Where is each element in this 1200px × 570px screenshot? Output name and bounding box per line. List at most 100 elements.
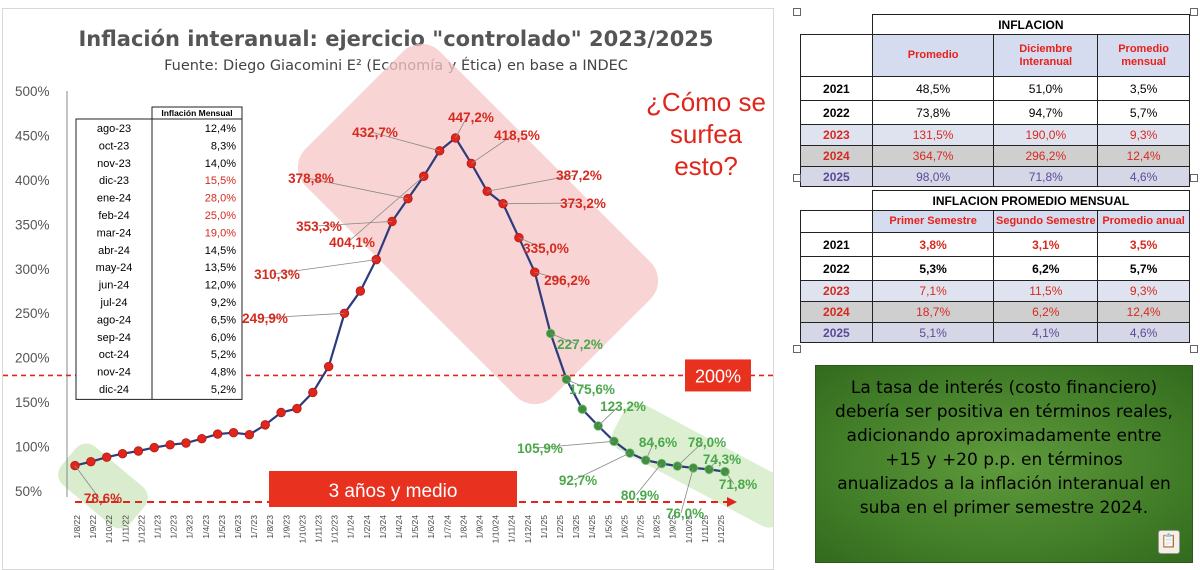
data-point [149,442,159,453]
x-tick-label: 1/6/25 [619,515,629,539]
x-tick-label: 1/3/24 [378,515,388,539]
data-point [276,407,286,418]
leader-line [680,467,694,514]
inset-value: 6,0% [211,332,236,344]
leader-line [550,333,577,345]
table-row: 2021 48,5% 51,0% 3,5% [800,76,1190,101]
leader-line [518,237,543,249]
resize-handle[interactable] [1190,8,1198,16]
question-annotation: esto? [674,151,738,181]
inset-value: 12,0% [205,280,236,292]
inset-month: oct-24 [99,349,130,361]
data-label: 447,2% [448,110,494,125]
peak-highlight [297,43,659,405]
y-tick-label: 200% [15,351,50,366]
data-label: 432,7% [352,125,398,140]
inset-month: sep-24 [97,332,131,344]
leader-line [724,471,735,485]
inset-month: nov-23 [97,158,131,170]
table-row: 2021 3,8% 3,1% 3,5% [800,232,1190,257]
x-tick-label: 1/5/25 [603,515,613,539]
leader-line [597,405,620,427]
data-point [292,403,302,414]
table-row: 2023 7,1% 11,5% 9,3% [800,280,1190,302]
inset-month: feb-24 [98,210,129,222]
interest-rate-note: La tasa de interés (costo financiero) de… [815,365,1193,563]
x-tick-label: 1/11/23 [314,515,324,543]
data-point [228,427,239,438]
inset-value: 8,3% [211,140,236,152]
inset-month: jul-24 [100,297,128,309]
leader-line [566,378,589,390]
leader-line [573,452,631,481]
x-tick-label: 1/9/23 [281,515,291,539]
col-header-diciembre: Diciembre Interanual [993,34,1099,77]
data-point [371,254,381,265]
inset-month: dic-23 [99,175,129,187]
duration-label: 3 años y medio [329,481,458,502]
data-label: 227,2% [557,337,603,352]
inset-month: abr-24 [98,245,130,257]
data-label: 74,3% [703,452,741,467]
leader-line [347,175,425,243]
note-text: La tasa de interés (costo financiero) de… [835,378,1173,518]
data-label: 249,9% [242,311,288,326]
inset-value: 25,0% [205,210,236,222]
leader-line [314,221,393,227]
resize-handle[interactable] [793,8,801,16]
data-label: 418,5% [494,128,540,143]
leader-line [370,131,440,152]
table-row: 2025 5,1% 4,1% 4,6% [800,322,1190,343]
inset-value: 12,4% [205,123,236,135]
table-row: 2022 5,3% 6,2% 5,7% [800,256,1190,281]
resize-handle[interactable] [793,174,801,182]
col-header-promedio-mensual: Promedio mensual [1097,34,1190,77]
inset-month: oct-23 [99,140,130,152]
x-tick-label: 1/9/22 [88,515,98,539]
chart-title: Inflación interanual: ejercicio "control… [78,27,713,51]
data-label: 387,2% [556,168,602,183]
reference-label-box [685,359,751,392]
table-row: 2025 98,0% 71,8% 4,6% [800,166,1190,187]
x-tick-label: 1/3/23 [185,515,195,539]
leader-line [306,177,409,200]
question-annotation: ¿Cómo se [646,87,766,117]
data-label: 71,8% [719,477,757,492]
inset-value: 14,0% [205,158,236,170]
reference-label: 200% [695,366,741,386]
resize-handle[interactable] [793,345,801,353]
data-label: 123,2% [600,399,646,414]
inset-header: Inflación Mensual [161,108,232,118]
leader-line [677,441,704,467]
data-point [577,404,588,414]
y-tick-label: 350% [15,217,50,232]
inset-value: 5,2% [211,349,236,361]
resize-handle[interactable] [1190,174,1198,182]
col-header-promedio-anual: Promedio anual [1097,210,1190,233]
x-tick-label: 1/7/25 [636,515,646,539]
x-tick-label: 1/11/22 [120,515,130,543]
leader-line [503,202,580,205]
x-tick-label: 1/7/24 [442,515,452,539]
x-tick-label: 1/7/23 [249,515,259,539]
x-tick-label: 1/5/24 [410,515,420,539]
y-tick-label: 50% [15,484,42,499]
x-tick-label: 1/5/23 [217,515,227,539]
x-tick-label: 1/3/25 [571,515,581,539]
data-label: 78,0% [688,435,726,450]
data-label: 80,9% [621,488,659,503]
duration-label-box [269,471,517,507]
inset-month: jun-24 [98,280,130,292]
col-header-primer-semestre: Primer Semestre [871,210,995,233]
x-tick-label: 1/4/25 [587,515,597,539]
leader-line [645,441,655,461]
x-tick-label: 1/12/22 [136,515,146,544]
inset-value: 6,5% [211,314,236,326]
resize-handle[interactable] [1190,345,1198,353]
x-tick-label: 1/8/23 [265,515,275,539]
data-label: 175,6% [569,382,615,397]
data-point [102,452,112,462]
data-point [86,456,96,467]
inset-value: 13,5% [205,262,236,274]
paste-options-icon[interactable]: 📋 [1158,530,1180,554]
